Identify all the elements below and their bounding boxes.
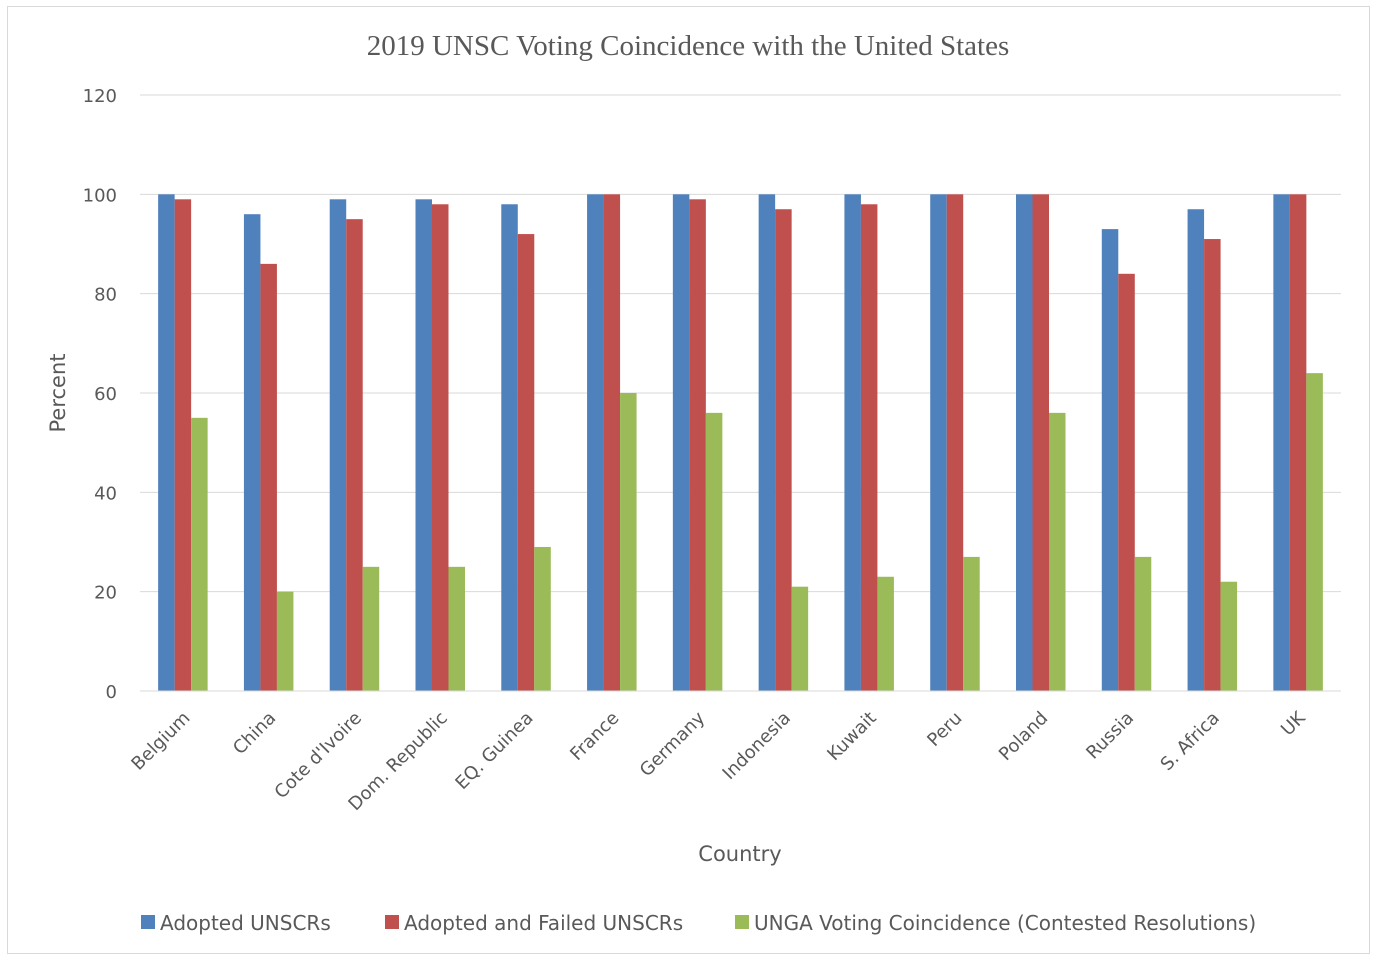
bar-1 (329, 199, 347, 692)
x-tick-label: Cote d'Ivoire (271, 708, 366, 803)
bar-3 (877, 576, 894, 691)
bar-3 (791, 586, 809, 691)
x-tick-label: UK (1277, 707, 1310, 740)
bar-1 (1187, 209, 1205, 691)
bar-1 (1101, 229, 1119, 691)
bar-2 (346, 219, 363, 691)
gridlines (140, 94, 1341, 692)
bar-3 (191, 417, 208, 691)
bar-1 (415, 199, 432, 692)
bar-2 (860, 204, 878, 691)
legend-label: Adopted and Failed UNSCRs (404, 911, 683, 935)
x-tick-label: France (566, 708, 623, 765)
bar-3 (620, 393, 637, 691)
x-axis-label: Country (698, 842, 781, 866)
bar-2 (1032, 194, 1049, 692)
legend-label: UNGA Voting Coincidence (Contested Resol… (754, 911, 1256, 935)
bar-3 (963, 556, 980, 691)
legend-label: Adopted UNSCRs (160, 911, 331, 935)
x-tick-label: Poland (995, 708, 1052, 765)
bar-2 (260, 263, 277, 691)
bar-3 (276, 591, 294, 691)
chart-title: 2019 UNSC Voting Coincidence with the Un… (367, 30, 1010, 62)
bar-2 (775, 209, 792, 691)
bar-2 (1118, 273, 1135, 691)
bar-1 (758, 194, 776, 692)
bar-3 (1306, 373, 1323, 691)
bar-1 (243, 214, 261, 691)
x-tick-label: EQ. Guinea (451, 708, 537, 794)
y-tick-label: 120 (83, 86, 117, 107)
y-tick-label: 0 (106, 682, 117, 703)
bar-2 (689, 199, 706, 692)
x-tick-label: Germany (636, 707, 710, 781)
bar-2 (1289, 194, 1307, 692)
x-tick-label: Indonesia (719, 708, 795, 784)
x-tick-label: Russia (1082, 708, 1138, 764)
y-tick-label: 80 (94, 285, 117, 306)
bar-1 (587, 194, 604, 692)
bar-3 (1049, 412, 1066, 691)
bar-3 (1220, 581, 1238, 691)
bar-1 (158, 194, 175, 692)
bar-2 (174, 199, 192, 692)
x-tick-label: Kuwait (823, 708, 880, 765)
bar-1 (501, 204, 518, 691)
bar-1 (1016, 194, 1033, 692)
bar-2 (946, 194, 964, 692)
bar-3 (448, 566, 465, 691)
bars (140, 194, 1341, 692)
x-tick-label: China (229, 708, 280, 759)
bar-3 (534, 546, 551, 691)
y-tick-label: 20 (94, 583, 117, 604)
y-tick-label: 40 (94, 483, 117, 504)
bar-2 (517, 234, 535, 692)
legend-swatch (735, 915, 749, 929)
y-axis-ticks: 0 20 40 60 80 100 120 (83, 86, 117, 703)
bar-3 (362, 566, 380, 691)
bar-1 (930, 194, 947, 692)
x-tick-label: Peru (923, 708, 966, 751)
legend-swatch (385, 915, 399, 929)
bar-1 (1273, 194, 1290, 692)
bar-3 (705, 412, 723, 691)
bar-3 (1134, 556, 1152, 691)
bar-2 (432, 204, 449, 691)
x-tick-label: Belgium (127, 708, 194, 775)
y-axis-label: Percent (46, 353, 70, 432)
bar-1 (672, 194, 690, 692)
bar-1 (844, 194, 861, 692)
bar-2 (603, 194, 621, 692)
y-tick-label: 60 (94, 384, 117, 405)
x-tick-label: S. Africa (1157, 708, 1224, 775)
y-tick-label: 100 (83, 185, 117, 206)
legend-swatch (141, 915, 155, 929)
bar-2 (1204, 239, 1221, 692)
legend: Adopted UNSCRs Adopted and Failed UNSCRs U… (141, 911, 1256, 935)
